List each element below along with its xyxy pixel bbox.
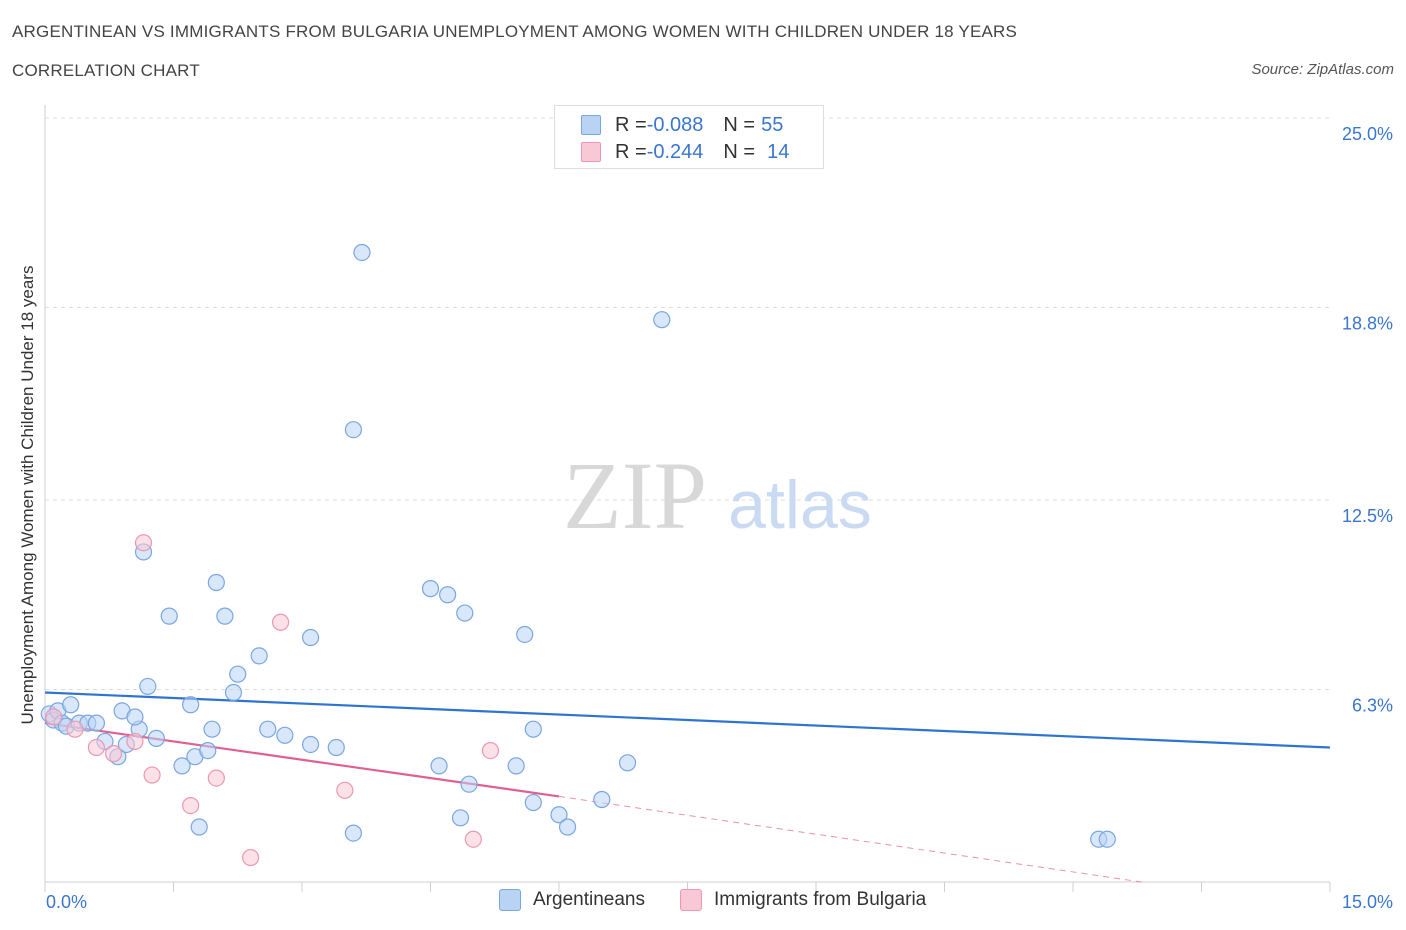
point-argentineans bbox=[353, 243, 371, 262]
point-bulgaria bbox=[66, 720, 84, 738]
point-argentineans bbox=[199, 741, 217, 760]
y-axis-label: Unemployment Among Women with Children U… bbox=[18, 265, 37, 725]
point-argentineans bbox=[126, 708, 144, 726]
legend-swatch-blue bbox=[499, 889, 521, 911]
legend-r-value: -0.244 bbox=[646, 140, 704, 163]
point-argentineans bbox=[203, 720, 221, 738]
legend-swatch-pink bbox=[680, 889, 702, 911]
point-argentineans bbox=[327, 738, 345, 757]
point-argentineans bbox=[301, 735, 320, 754]
point-argentineans bbox=[301, 628, 320, 647]
data-points bbox=[40, 243, 1116, 867]
point-argentineans bbox=[439, 586, 457, 604]
point-argentineans bbox=[344, 824, 362, 842]
legend-r-label: R = bbox=[615, 113, 647, 136]
axes bbox=[44, 105, 1331, 892]
point-argentineans bbox=[173, 757, 191, 775]
point-argentineans bbox=[276, 726, 294, 744]
chart-subtitle: CORRELATION CHART bbox=[12, 61, 200, 80]
point-bulgaria bbox=[336, 781, 354, 799]
point-bulgaria bbox=[182, 796, 200, 815]
legend-swatch-blue bbox=[581, 115, 601, 135]
legend-label-bulgaria: Immigrants from Bulgaria bbox=[714, 889, 927, 910]
point-bulgaria bbox=[87, 738, 106, 757]
point-argentineans bbox=[160, 607, 178, 625]
point-argentineans bbox=[139, 677, 157, 696]
watermark-zip: ZIP bbox=[563, 442, 707, 549]
legend-n-value: 14 bbox=[767, 140, 790, 163]
point-argentineans bbox=[421, 580, 440, 598]
point-argentineans bbox=[653, 311, 671, 329]
point-bulgaria bbox=[44, 708, 63, 726]
point-bulgaria bbox=[271, 613, 290, 631]
legend-label-argentineans: Argentineans bbox=[533, 889, 645, 910]
point-bulgaria bbox=[464, 830, 482, 848]
point-argentineans bbox=[558, 818, 577, 836]
point-bulgaria bbox=[207, 769, 225, 787]
point-argentineans bbox=[344, 421, 362, 439]
tick-labels: 6.3% 12.5% 18.8% 25.0% 0.0% 15.0% bbox=[46, 124, 1393, 912]
trend-extension-bulgaria bbox=[558, 795, 1142, 883]
y-tick-label: 6.3% bbox=[1352, 695, 1393, 715]
point-argentineans bbox=[207, 573, 225, 592]
point-bulgaria bbox=[134, 534, 153, 552]
point-argentineans bbox=[460, 775, 478, 793]
legend-row-argentineans: R = -0.088 N = 55 bbox=[581, 112, 783, 138]
point-argentineans bbox=[216, 607, 234, 625]
point-argentineans bbox=[516, 625, 534, 644]
point-argentineans bbox=[550, 806, 568, 824]
point-argentineans bbox=[259, 720, 277, 738]
point-argentineans bbox=[618, 754, 637, 772]
y-tick-label: 25.0% bbox=[1342, 124, 1393, 144]
point-argentineans bbox=[1098, 830, 1116, 848]
point-bulgaria bbox=[126, 732, 144, 751]
point-argentineans bbox=[593, 790, 611, 809]
point-argentineans bbox=[62, 696, 80, 714]
grid-lines bbox=[45, 117, 1330, 690]
bottom-legend-bulgaria: Immigrants from Bulgaria bbox=[680, 889, 926, 911]
chart-title: ARGENTINEAN VS IMMIGRANTS FROM BULGARIA … bbox=[12, 22, 1018, 41]
point-bulgaria bbox=[481, 741, 500, 760]
point-bulgaria bbox=[104, 745, 123, 763]
x-tick-label: 0.0% bbox=[46, 892, 87, 912]
legend-n-label: N = bbox=[723, 140, 756, 163]
trend-lines bbox=[44, 691, 1331, 883]
stats-legend: R = -0.088 N = 55 R = -0.244 N = 14 bbox=[554, 105, 824, 169]
point-argentineans bbox=[524, 793, 542, 812]
watermark-atlas: atlas bbox=[728, 467, 872, 543]
source-label: Source: ZipAtlas.com bbox=[1251, 61, 1394, 78]
y-tick-label: 18.8% bbox=[1342, 313, 1393, 333]
point-argentineans bbox=[87, 714, 106, 732]
trend-line-argentineans bbox=[44, 691, 1331, 749]
point-argentineans bbox=[229, 665, 247, 683]
legend-n-label: N = bbox=[723, 113, 756, 136]
point-argentineans bbox=[182, 696, 200, 714]
point-argentineans bbox=[507, 757, 525, 775]
point-argentineans bbox=[430, 757, 448, 775]
point-bulgaria bbox=[143, 766, 161, 784]
point-argentineans bbox=[524, 720, 542, 738]
point-argentineans bbox=[190, 818, 208, 836]
x-tick-label: 15.0% bbox=[1342, 892, 1393, 912]
bottom-legend-argentineans: Argentineans bbox=[499, 889, 645, 911]
legend-r-label: R = bbox=[615, 140, 647, 163]
point-argentineans bbox=[224, 683, 243, 702]
point-argentineans bbox=[147, 729, 165, 747]
point-argentineans bbox=[250, 647, 268, 665]
y-tick-label: 12.5% bbox=[1342, 506, 1393, 526]
legend-r-value: -0.088 bbox=[646, 113, 704, 136]
point-argentineans bbox=[451, 809, 470, 827]
legend-row-bulgaria: R = -0.244 N = 14 bbox=[581, 139, 789, 165]
point-bulgaria bbox=[242, 848, 260, 867]
legend-swatch-pink bbox=[581, 142, 601, 162]
point-argentineans bbox=[456, 604, 474, 622]
legend-n-value: 55 bbox=[761, 113, 784, 136]
